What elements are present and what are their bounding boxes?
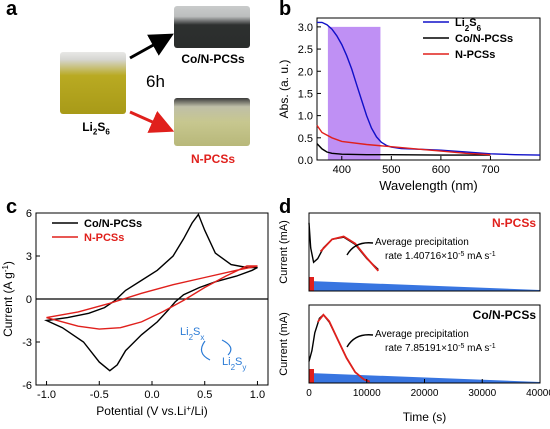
chart-b-uv-vis: 400 500 600 700 0.0 0.5 1.0 1.5 2.0 2.5 3.0 Wavelen…: [275, 0, 550, 210]
y-tick-label: 0: [26, 294, 32, 306]
series-fit: [318, 315, 370, 382]
red-initial-fill: [309, 277, 314, 291]
y-axis-label: Abs. (a. u.): [277, 60, 291, 119]
x-tick-label: 1.0: [250, 389, 265, 401]
annotation-arrow-left: [201, 341, 210, 360]
x-tick-label: 40000: [526, 388, 550, 399]
x-tick-label: 20000: [411, 388, 439, 399]
chart-d-precipitation: N-PCSs Average precipitation rate 1.40716×…: [275, 195, 550, 429]
x-axis-label: Potential (V vs.Li+/Li): [96, 404, 207, 419]
x-axis-label: Wavelength (nm): [379, 178, 478, 193]
annotation-line2: rate 7.85191×10-5 mA s-1: [385, 343, 496, 355]
annotation-arrow: [347, 335, 373, 347]
x-tick-label: 30000: [468, 388, 496, 399]
annotation-line1: Average precipitation: [375, 329, 469, 340]
x-tick-label: 0: [306, 388, 312, 399]
x-tick-label: -0.5: [90, 389, 109, 401]
red-initial-fill: [309, 369, 314, 383]
x-axis-label: Time (s): [403, 410, 447, 424]
legend-label: Co/N-PCSs: [84, 218, 142, 230]
series-current: [309, 223, 378, 270]
y-tick-label: 0.0: [298, 155, 313, 167]
arrow-to-co-n-pcss: [130, 38, 166, 58]
panel-a-arrows: [0, 0, 275, 190]
x-tick-label: 10000: [353, 388, 381, 399]
legend-label: N-PCSs: [84, 232, 124, 244]
arrow-to-n-pcss: [130, 112, 166, 128]
y-axis-label: Current (mA): [278, 220, 290, 284]
x-tick-label: -1.0: [37, 389, 56, 401]
series-current: [309, 315, 370, 382]
x-tick-label: 0.0: [144, 389, 159, 401]
y-tick-label: 3: [26, 251, 32, 263]
cv-curve: [47, 214, 258, 370]
x-tick-label: 700: [481, 164, 499, 176]
x-tick-label: 400: [333, 164, 351, 176]
y-tick-label: 2.0: [298, 66, 313, 78]
annotation-li2sy: Li2Sy: [222, 356, 246, 372]
y-tick-label: 6: [26, 208, 32, 220]
y-tick-label: 1.5: [298, 88, 313, 100]
y-tick-label: 2.5: [298, 44, 313, 56]
y-axis-label: Current (A g-1): [1, 261, 16, 337]
legend-label: Co/N-PCSs: [455, 33, 513, 45]
subplot-title: N-PCSs: [492, 216, 536, 230]
annotation-li2sx: Li2Sx: [180, 326, 204, 342]
subplot-title: Co/N-PCSs: [473, 308, 537, 322]
y-tick-label: -6: [22, 380, 32, 392]
cv-curve: [47, 266, 258, 329]
chart-c-cv: -1.0 -0.5 0.0 0.5 1.0 -6 -3 0 3 6 Potential (V vs.…: [0, 195, 275, 429]
legend-label: N-PCSs: [455, 49, 495, 61]
highlight-band: [328, 27, 381, 160]
x-tick-label: 500: [382, 164, 400, 176]
y-tick-label: 3.0: [298, 22, 313, 34]
y-axis-label: Current (mA): [278, 312, 290, 376]
annotation-line1: Average precipitation: [375, 237, 469, 248]
blue-fill-region: [309, 281, 540, 291]
y-tick-label: 1.0: [298, 111, 313, 123]
series-fit: [321, 237, 379, 271]
annotation-arrow-right: [222, 340, 231, 355]
x-tick-label: 600: [432, 164, 450, 176]
y-tick-label: 0.5: [298, 133, 313, 145]
y-tick-label: -3: [22, 337, 32, 349]
legend-label: Li2S6: [455, 17, 482, 33]
x-tick-label: 0.5: [197, 389, 212, 401]
annotation-line2: rate 1.40716×10-5 mA s-1: [385, 251, 496, 263]
